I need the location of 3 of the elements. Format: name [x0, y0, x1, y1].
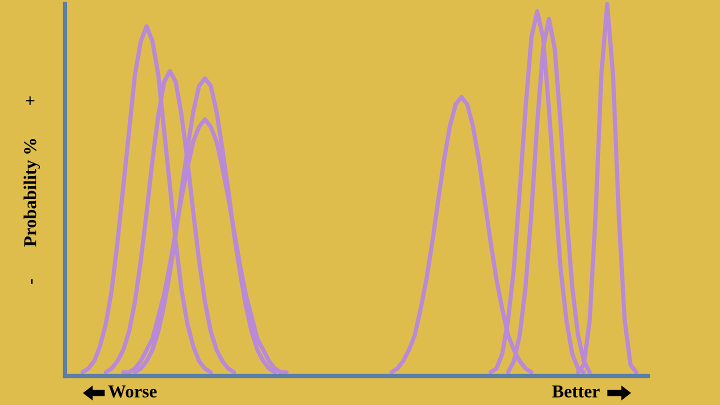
- text: Better: [552, 386, 600, 398]
- y-axis-title: - Probability % +: [24, 96, 40, 284]
- text: Worse: [108, 386, 157, 398]
